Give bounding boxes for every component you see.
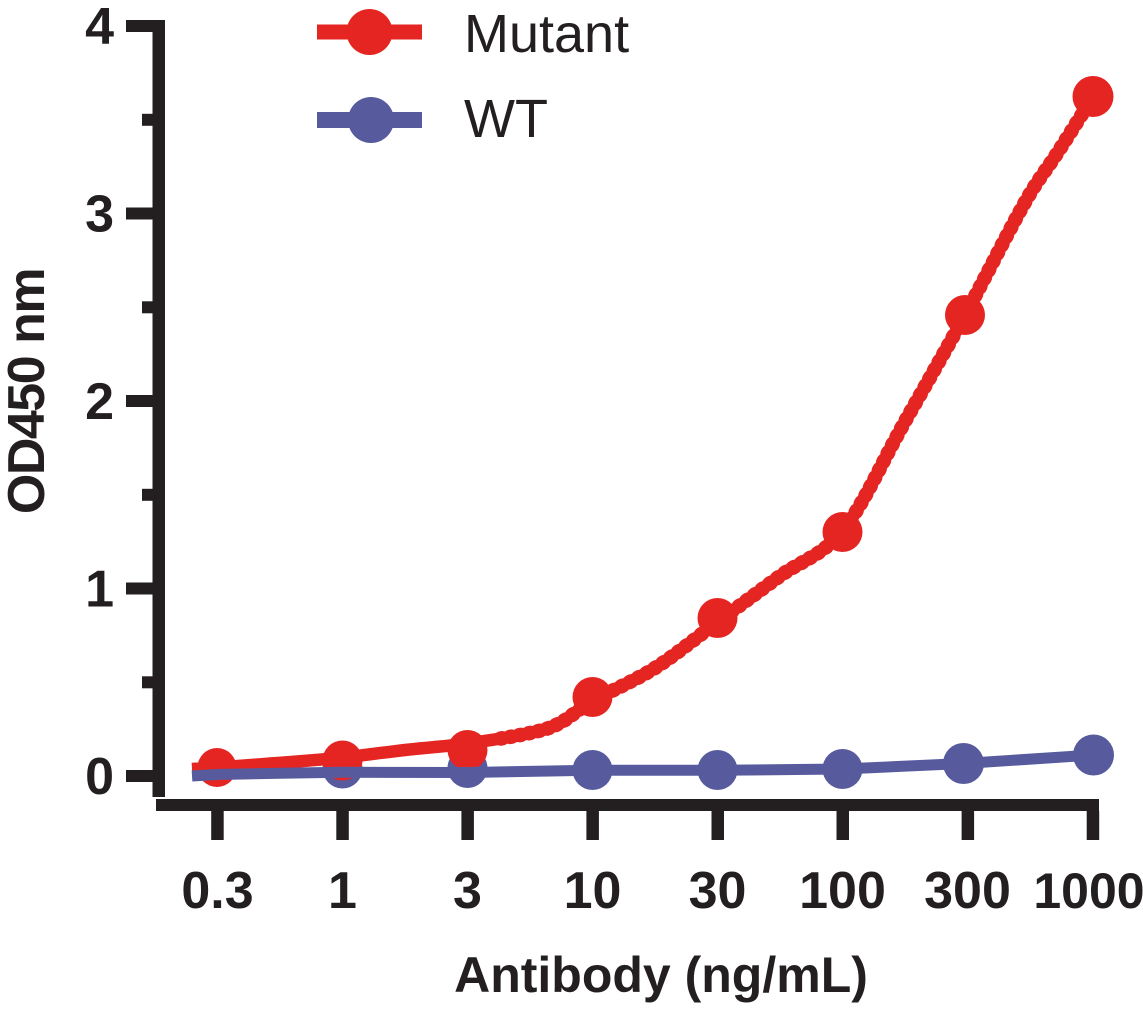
svg-text:Antibody (ng/mL): Antibody (ng/mL) (454, 947, 868, 1003)
svg-text:4: 4 (85, 0, 114, 56)
svg-text:10: 10 (564, 862, 622, 920)
svg-text:1: 1 (328, 862, 357, 920)
svg-text:WT: WT (464, 89, 548, 149)
svg-text:3: 3 (453, 862, 482, 920)
svg-text:2: 2 (85, 373, 114, 431)
svg-text:300: 300 (924, 862, 1011, 920)
svg-text:100: 100 (799, 862, 886, 920)
svg-text:3: 3 (85, 186, 114, 244)
svg-text:0: 0 (85, 748, 114, 806)
svg-text:30: 30 (689, 862, 747, 920)
svg-text:OD450 nm: OD450 nm (0, 269, 56, 514)
svg-text:0.3: 0.3 (181, 862, 253, 920)
svg-text:Mutant: Mutant (464, 4, 629, 64)
svg-text:1: 1 (85, 561, 114, 619)
svg-text:1000: 1000 (1033, 863, 1143, 919)
